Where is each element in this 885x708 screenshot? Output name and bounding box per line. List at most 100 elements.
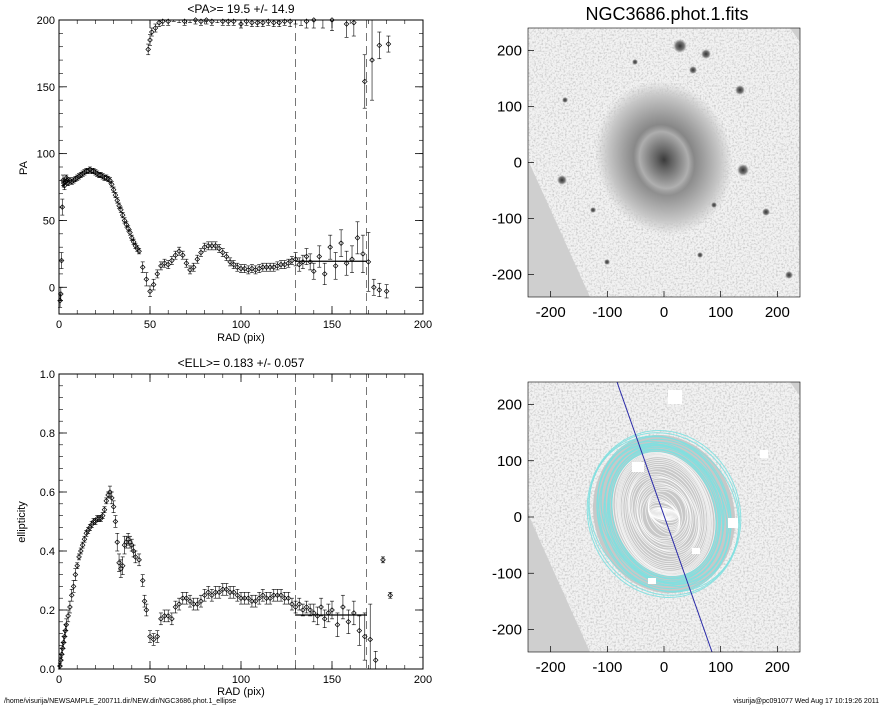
image-y-tick-label: -100 bbox=[492, 565, 522, 582]
data-point bbox=[99, 512, 106, 519]
data-point bbox=[194, 601, 201, 607]
ell-ylabel: ellipticity bbox=[16, 501, 28, 543]
data-point bbox=[361, 633, 368, 640]
data-point bbox=[343, 260, 350, 267]
data-point bbox=[376, 42, 383, 49]
inner-isophote-ellipse bbox=[615, 453, 713, 575]
data-point bbox=[176, 248, 182, 254]
data-point bbox=[292, 604, 299, 610]
data-point bbox=[285, 260, 292, 267]
data-point bbox=[68, 592, 75, 599]
data-point bbox=[159, 18, 166, 25]
outer-isophote-ellipse bbox=[600, 442, 728, 586]
image-x-tick-label: -100 bbox=[592, 659, 622, 676]
data-point bbox=[187, 598, 193, 604]
y-tick-label: 0.0 bbox=[40, 664, 55, 676]
data-point bbox=[147, 633, 153, 640]
data-point bbox=[274, 592, 281, 599]
data-point bbox=[332, 263, 339, 269]
data-point bbox=[329, 607, 335, 613]
data-point bbox=[300, 259, 306, 265]
data-point bbox=[234, 264, 241, 271]
data-point bbox=[383, 288, 390, 295]
inner-isophote-ellipse bbox=[621, 460, 707, 568]
data-point bbox=[238, 265, 244, 272]
data-point bbox=[132, 554, 139, 560]
pa-plot-frame bbox=[58, 19, 424, 315]
data-point bbox=[260, 19, 266, 26]
pa-ylabel: PA bbox=[18, 160, 30, 175]
image-x-tick-label: -200 bbox=[536, 304, 566, 321]
inner-isophote-ellipse bbox=[624, 463, 704, 565]
data-point bbox=[292, 256, 299, 263]
data-point bbox=[349, 256, 355, 263]
data-point bbox=[194, 256, 201, 263]
data-point bbox=[220, 249, 226, 256]
data-point bbox=[327, 244, 333, 250]
data-point bbox=[152, 25, 159, 31]
data-point bbox=[203, 17, 210, 23]
data-point bbox=[372, 657, 379, 663]
image-x-tick-label: 200 bbox=[765, 659, 790, 676]
data-point bbox=[281, 595, 288, 601]
data-point bbox=[387, 592, 394, 599]
data-point bbox=[145, 46, 151, 53]
ell-axis-ticks: 0 50 100 150 200 0.0 0.2 0.4 0.6 0.8 1.0 bbox=[40, 369, 432, 686]
data-point bbox=[183, 260, 190, 267]
data-point bbox=[345, 619, 352, 625]
data-point bbox=[125, 225, 131, 232]
x-tick-label: 100 bbox=[232, 319, 250, 331]
data-point bbox=[169, 616, 175, 622]
data-point bbox=[57, 663, 63, 669]
x-tick-label: 0 bbox=[56, 319, 62, 331]
data-point bbox=[223, 253, 230, 260]
data-point bbox=[187, 267, 193, 273]
outer-isophote-ellipse bbox=[606, 444, 722, 584]
data-point bbox=[230, 18, 237, 25]
image-y-tick-label: 200 bbox=[497, 397, 522, 414]
data-point bbox=[329, 17, 335, 23]
data-point bbox=[192, 17, 199, 23]
data-point bbox=[172, 252, 179, 258]
data-point bbox=[136, 248, 142, 254]
major-axis-line bbox=[616, 382, 713, 652]
x-tick-label: 100 bbox=[232, 674, 250, 686]
inner-isophote-ellipse bbox=[641, 488, 687, 540]
data-point bbox=[198, 249, 204, 256]
data-point bbox=[154, 271, 161, 277]
data-point bbox=[139, 577, 146, 584]
data-point bbox=[260, 264, 266, 271]
ell-xlabel: RAD (pix) bbox=[217, 686, 265, 698]
data-point bbox=[270, 592, 277, 599]
data-point bbox=[361, 78, 368, 85]
y-tick-label: 0.2 bbox=[40, 605, 55, 617]
data-point bbox=[209, 243, 215, 249]
data-point bbox=[278, 592, 284, 599]
data-point bbox=[212, 589, 219, 596]
data-point bbox=[121, 217, 128, 224]
file-path-label: /home/visurija/NEWSAMPLE_200711.dir/NEW.… bbox=[4, 698, 237, 705]
data-point bbox=[263, 595, 270, 601]
data-point bbox=[150, 636, 157, 643]
inner-isophote-ellipse bbox=[660, 510, 668, 518]
data-point bbox=[369, 57, 375, 63]
data-point bbox=[81, 536, 88, 542]
data-point bbox=[351, 610, 357, 616]
ell-title: <ELL>= 0.183 +/- 0.057 bbox=[178, 356, 305, 370]
data-point bbox=[376, 287, 383, 293]
inner-isophote-ellipse bbox=[617, 454, 711, 574]
data-point bbox=[60, 639, 67, 646]
y-tick-label: 0.8 bbox=[40, 428, 55, 440]
data-point bbox=[79, 542, 86, 548]
inner-isophote-ellipse bbox=[619, 458, 709, 570]
data-point bbox=[225, 18, 232, 25]
data-point bbox=[287, 18, 293, 25]
data-point bbox=[227, 589, 233, 596]
data-point bbox=[108, 181, 115, 188]
x-tick-label: 150 bbox=[323, 674, 341, 686]
data-point bbox=[289, 601, 295, 607]
data-point bbox=[307, 259, 313, 265]
data-point bbox=[311, 17, 317, 23]
data-point bbox=[149, 29, 155, 35]
image-y-tick-label: -100 bbox=[492, 211, 522, 228]
